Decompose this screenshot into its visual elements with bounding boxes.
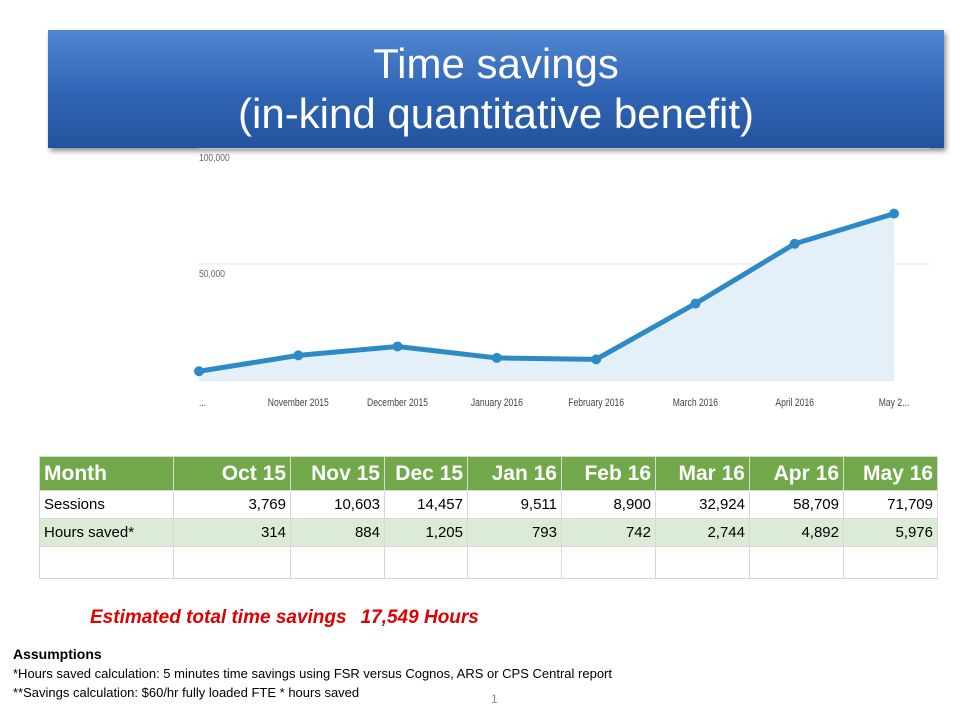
header-cell-label: Month	[39, 456, 174, 491]
cell-sessions: 58,709	[749, 490, 844, 519]
cell-sessions: 14,457	[384, 490, 468, 519]
data-point	[491, 352, 502, 363]
y-tick-label: 100,000	[199, 152, 230, 163]
x-tick-label: May 2...	[879, 397, 910, 409]
table-row-hours-saved: Hours saved* 314 884 1,205 793 742 2,744 4,892 5…	[39, 518, 938, 547]
x-tick-label: March 2016	[673, 397, 719, 409]
header-cell-month: May 16	[843, 456, 938, 491]
page-number: 1	[491, 692, 498, 706]
table-header-row: Month Oct 15 Nov 15 Dec 15 Jan 16 Feb 16 Mar 1…	[39, 456, 938, 491]
assumption-hours: *Hours saved calculation: 5 minutes time…	[13, 666, 612, 681]
estimated-savings-line: Estimated total time savings 17,549 Hours	[90, 607, 479, 629]
header-cell-month: Feb 16	[561, 456, 656, 491]
table-row-empty	[39, 546, 938, 579]
assumptions-block: Assumptions *Hours saved calculation: 5 …	[13, 645, 612, 702]
row-label-sessions: Sessions	[39, 490, 174, 519]
cell-hours-saved: 5,976	[843, 518, 938, 547]
cell-hours-saved: 793	[467, 518, 562, 547]
x-tick-label: December 2015	[367, 397, 428, 409]
header-cell-month: Dec 15	[384, 456, 468, 491]
cell-sessions: 10,603	[290, 490, 385, 519]
data-point	[889, 208, 899, 219]
empty-cell	[39, 546, 174, 579]
title-banner: Time savings (in-kind quantitative benef…	[48, 30, 944, 148]
header-cell-month: Mar 16	[655, 456, 750, 491]
data-point	[789, 238, 800, 249]
empty-cell	[384, 546, 468, 579]
cell-hours-saved: 884	[290, 518, 385, 547]
empty-cell	[290, 546, 385, 579]
assumption-savings: **Savings calculation: $60/hr fully load…	[13, 685, 360, 700]
table-row-sessions: Sessions 3,769 10,603 14,457 9,511 8,900 32,92…	[39, 490, 938, 519]
cell-hours-saved: 1,205	[384, 518, 468, 547]
data-point	[591, 354, 602, 365]
series-line	[198, 211, 895, 374]
cell-hours-saved: 4,892	[749, 518, 844, 547]
empty-cell	[467, 546, 562, 579]
x-tick-label: April 2016	[775, 397, 814, 409]
cell-hours-saved: 314	[173, 518, 291, 547]
monthly-data-table: Month Oct 15 Nov 15 Dec 15 Jan 16 Feb 16 Mar 1…	[39, 456, 938, 579]
sessions-chart: 100,000 50,000... November 2015 December 20…	[190, 148, 930, 420]
title-line-2: (in-kind quantitative benefit)	[238, 90, 754, 137]
x-tick-label: November 2015	[268, 397, 329, 409]
empty-cell	[173, 546, 291, 579]
series-area	[199, 213, 894, 380]
header-cell-month: Jan 16	[467, 456, 562, 491]
title-line-1: Time savings	[373, 40, 619, 87]
x-tick-label: January 2016	[471, 397, 523, 409]
empty-cell	[749, 546, 844, 579]
data-point	[690, 298, 701, 309]
x-tick-label: ...	[199, 397, 206, 409]
data-point	[293, 350, 304, 361]
cell-sessions: 71,709	[843, 490, 938, 519]
header-cell-month: Nov 15	[290, 456, 385, 491]
cell-sessions: 32,924	[655, 490, 750, 519]
data-point	[392, 341, 403, 352]
cell-hours-saved: 742	[561, 518, 656, 547]
cell-sessions: 8,900	[561, 490, 656, 519]
header-cell-month: Oct 15	[173, 456, 291, 491]
cell-sessions: 9,511	[467, 490, 562, 519]
savings-label: Estimated total time savings	[90, 607, 347, 628]
empty-cell	[561, 546, 656, 579]
data-point	[194, 366, 204, 377]
cell-sessions: 3,769	[173, 490, 291, 519]
x-tick-label: February 2016	[568, 397, 624, 409]
assumptions-heading: Assumptions	[13, 646, 102, 662]
empty-cell	[655, 546, 750, 579]
savings-value: 17,549 Hours	[360, 607, 479, 628]
y-tick-label: 50,000	[199, 268, 225, 279]
cell-hours-saved: 2,744	[655, 518, 750, 547]
empty-cell	[843, 546, 938, 579]
header-cell-month: Apr 16	[749, 456, 844, 491]
row-label-hours-saved: Hours saved*	[39, 518, 174, 547]
